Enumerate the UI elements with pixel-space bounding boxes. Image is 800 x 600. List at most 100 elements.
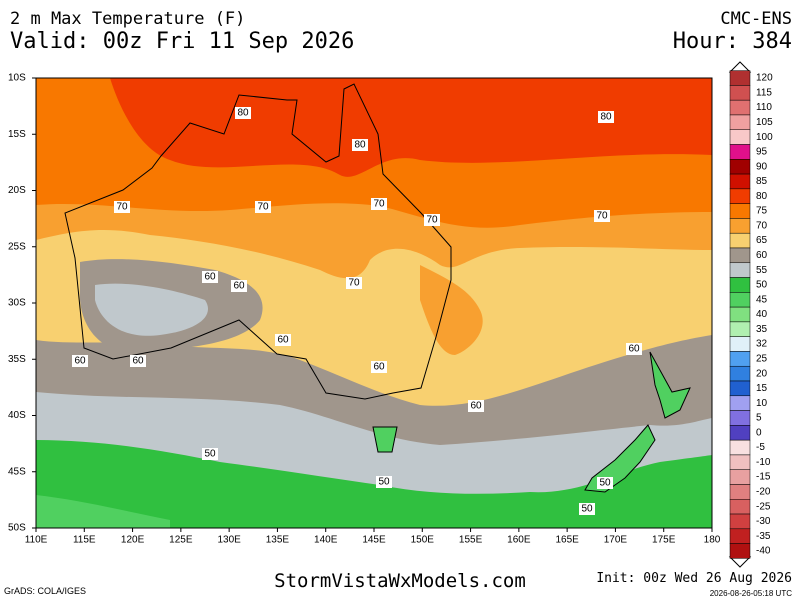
colorbar-swatch — [729, 439, 751, 456]
contour-label: 70 — [257, 202, 269, 213]
colorbar-label: 115 — [756, 87, 772, 98]
colorbar-swatch — [729, 395, 751, 411]
lon-label: 165E — [555, 535, 579, 546]
contour-label-bg — [376, 476, 392, 488]
colorbar-label: 100 — [756, 132, 773, 143]
contour-label-bg — [235, 107, 251, 119]
colorbar-label: 85 — [756, 176, 768, 187]
credit: GrADS: COLA/IGES — [4, 586, 86, 596]
colorbar-swatch — [729, 203, 751, 219]
lon-label: 175E — [652, 535, 676, 546]
lat-label: 30S — [8, 298, 26, 309]
contour-label-bg — [468, 400, 484, 412]
colorbar-label: 90 — [756, 161, 768, 172]
contour-label: 80 — [600, 112, 612, 123]
colorbar-label: -10 — [756, 457, 771, 468]
temperature-field — [36, 78, 712, 528]
colorbar-swatch — [729, 499, 751, 515]
site-name: StormVistaWxModels.com — [274, 570, 526, 592]
lon-label: 170E — [604, 535, 628, 546]
colorbar-label: 70 — [756, 220, 768, 231]
colorbar-label: 120 — [756, 73, 773, 84]
contour-label-bg — [371, 198, 387, 210]
valid-time: Valid: 00z Fri 11 Sep 2026 — [10, 29, 354, 54]
colorbar-swatch — [729, 336, 751, 352]
contour-label: 70 — [348, 278, 360, 289]
colorbar-swatch — [729, 528, 751, 544]
colorbar-swatch — [729, 454, 751, 470]
lon-label: 120E — [121, 535, 145, 546]
colorbar-swatch — [729, 306, 751, 323]
contour-label-bg — [598, 111, 614, 123]
colorbar-swatch — [729, 410, 751, 426]
colorbar-label: -5 — [756, 442, 765, 453]
colorbar-label: 25 — [756, 353, 768, 364]
contour-label: 80 — [237, 108, 249, 119]
contour-label-bg — [202, 448, 218, 460]
lon-label: 135E — [266, 535, 290, 546]
colorbar-swatch — [729, 114, 751, 130]
colorbar-swatch — [729, 513, 751, 530]
colorbar-swatch — [729, 218, 751, 234]
colorbar-label: 75 — [756, 206, 768, 217]
contour-label: 60 — [233, 281, 245, 292]
lon-label: 140E — [314, 535, 338, 546]
colorbar-label: -40 — [756, 546, 771, 557]
colorbar-swatch — [729, 99, 751, 116]
colorbar-swatch — [729, 351, 751, 367]
colorbar-label: 50 — [756, 280, 768, 291]
colorbar-label: 60 — [756, 250, 768, 261]
contour-label-bg — [371, 361, 387, 373]
contour-label-bg — [352, 139, 368, 151]
colorbar-label: -20 — [756, 487, 771, 498]
colorbar-label: 110 — [756, 102, 772, 113]
contour-label-bg — [597, 477, 613, 489]
contour-label: 60 — [204, 272, 216, 283]
contour-label-bg — [424, 214, 440, 226]
timestamp: 2026-08-26-05:18 UTC — [710, 589, 792, 598]
colorbar-swatch — [729, 188, 751, 204]
colorbar-swatch — [729, 365, 751, 382]
contour-label: 60 — [132, 356, 144, 367]
map-title: 2 m Max Temperature (F) — [10, 9, 245, 29]
colorbar-swatch — [729, 85, 751, 101]
colorbar-label: 32 — [756, 339, 768, 350]
colorbar-label: -30 — [756, 516, 771, 527]
contour-label-bg — [231, 280, 247, 292]
contour-label: 70 — [373, 199, 385, 210]
colorbar-swatch — [729, 262, 751, 278]
colorbar-swatch — [729, 173, 751, 190]
lon-label: 150E — [411, 535, 435, 546]
lat-label: 20S — [8, 185, 26, 196]
contour-label: 60 — [74, 356, 86, 367]
colorbar-swatch — [729, 543, 751, 559]
contour-label: 50 — [599, 478, 611, 489]
colorbar-swatch — [729, 232, 751, 249]
contour-label: 70 — [116, 202, 128, 213]
contour-label-bg — [72, 355, 88, 367]
colorbar-label: 40 — [756, 309, 768, 320]
lat-label: 40S — [8, 410, 26, 421]
init-time: Init: 00z Wed 26 Aug 2026 — [596, 571, 792, 586]
colorbar-label: 35 — [756, 324, 768, 335]
colorbar-label: 15 — [756, 383, 768, 394]
contour-label-bg — [626, 343, 642, 355]
colorbar-label: -25 — [756, 501, 771, 512]
lon-label: 155E — [459, 535, 483, 546]
colorbar-label: -15 — [756, 472, 771, 483]
colorbar-swatch — [729, 321, 751, 337]
contour-label-bg — [130, 355, 146, 367]
contour-label-bg — [275, 334, 291, 346]
model-name: CMC-ENS — [720, 9, 792, 29]
lat-label: 25S — [8, 241, 26, 252]
colorbar-swatch — [729, 247, 751, 264]
lat-label: 15S — [8, 129, 26, 140]
contour-label-bg — [594, 210, 610, 222]
contour-label: 50 — [378, 477, 390, 488]
colorbar-swatch — [729, 144, 751, 160]
colorbar-swatch — [729, 484, 751, 500]
colorbar-label: 20 — [756, 368, 768, 379]
lat-label: 10S — [8, 73, 26, 84]
colorbar-label: 0 — [756, 427, 762, 438]
